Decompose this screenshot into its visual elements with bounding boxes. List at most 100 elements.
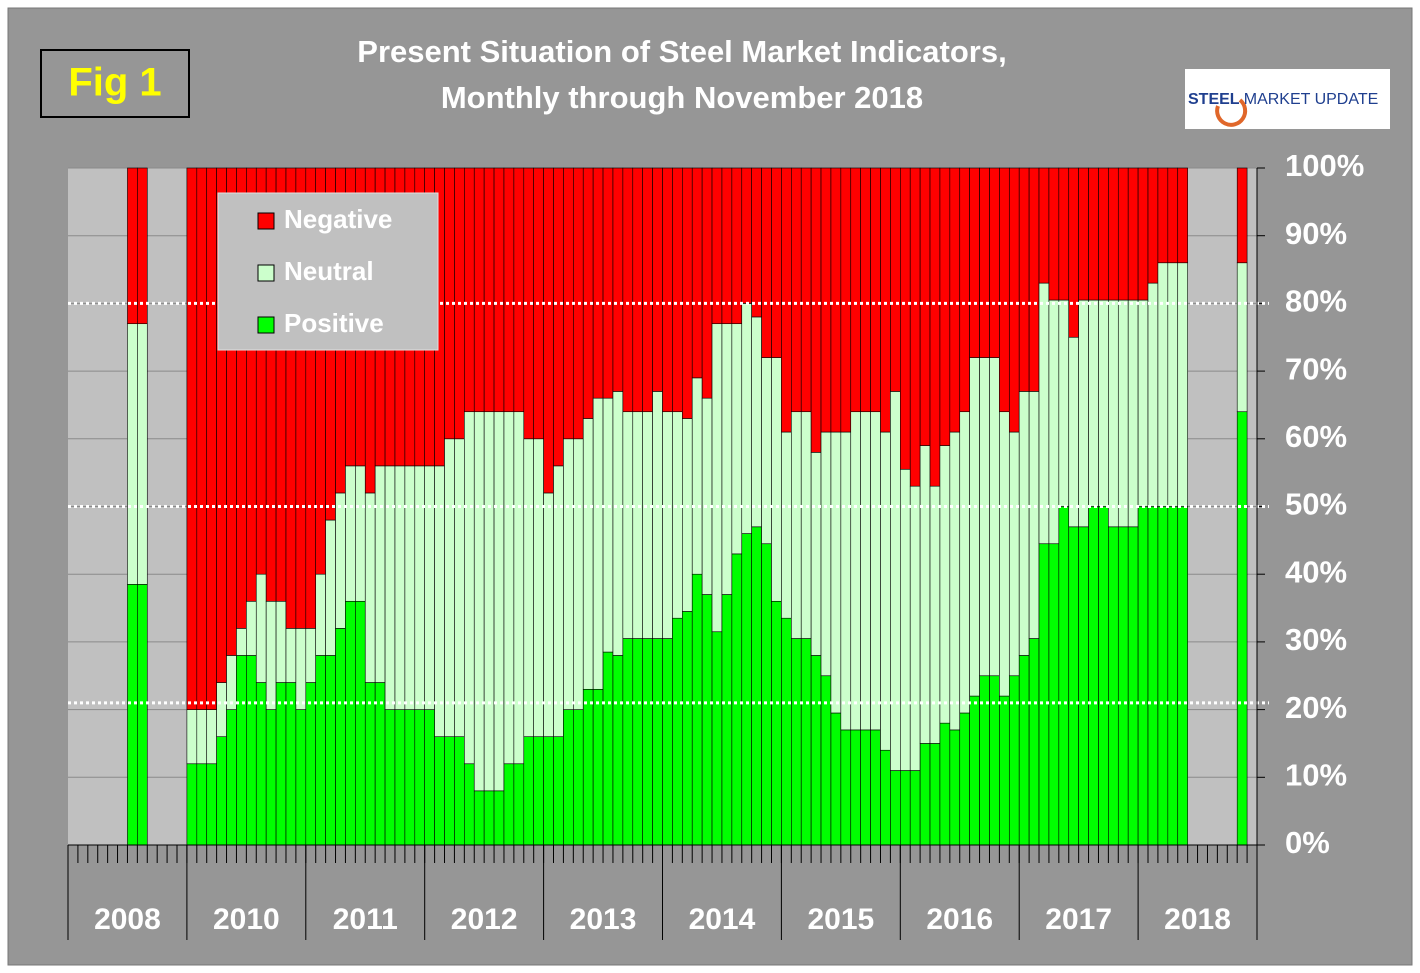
bar-segment [1038, 167, 1050, 284]
bar-segment [602, 397, 614, 653]
bar-segment [939, 445, 951, 724]
y-tick-label: 60% [1285, 419, 1347, 454]
bar-segment [473, 411, 485, 792]
legend-label: Positive [284, 308, 384, 338]
logo: STEEL MARKET UPDATE [1188, 91, 1378, 108]
bar-segment [791, 411, 802, 639]
bar-segment [1028, 391, 1040, 639]
bar-segment [315, 655, 326, 846]
bar-segment [1078, 167, 1089, 301]
bar-segment [404, 709, 416, 846]
bar-segment [919, 743, 931, 846]
bar-segment [226, 709, 237, 846]
bar-segment [890, 167, 901, 392]
x-group-label: 2016 [926, 903, 993, 936]
bar-segment [721, 167, 733, 325]
bar-segment [464, 411, 475, 765]
bar-segment [186, 709, 198, 765]
bar-segment [969, 357, 980, 697]
bar-segment [1167, 167, 1179, 264]
bar-segment [969, 167, 980, 358]
bar-segment [810, 452, 822, 656]
bar-segment [751, 526, 762, 846]
bar-segment [949, 729, 961, 846]
bar-segment [860, 729, 871, 846]
bar-segment [1068, 167, 1079, 338]
bar-segment [860, 411, 871, 731]
bar-segment [206, 167, 217, 710]
bar-segment [1137, 167, 1149, 301]
bar-segment [265, 709, 277, 846]
bar-segment [721, 323, 733, 595]
bar-segment [137, 167, 148, 325]
bar-segment [1167, 506, 1179, 846]
bar-segment [493, 411, 505, 792]
bar-segment [612, 167, 624, 392]
bar-segment [781, 617, 792, 846]
bar-segment [870, 411, 881, 731]
bar-segment [414, 465, 425, 710]
bar-segment [1098, 506, 1109, 846]
legend-swatch [257, 316, 275, 334]
bar-segment [473, 790, 485, 846]
bar-segment [394, 709, 406, 846]
bar-segment [533, 736, 544, 846]
bar-segment [642, 638, 653, 846]
bar-segment [454, 736, 465, 846]
y-tick-label: 80% [1285, 284, 1347, 319]
bar-segment [959, 712, 970, 846]
bar-segment [771, 357, 782, 602]
bar-segment [979, 357, 990, 677]
bar-segment [236, 655, 247, 846]
bar-segment [1177, 167, 1188, 264]
bar-segment [602, 167, 614, 399]
bar-segment [592, 688, 604, 846]
bar-segment [1068, 336, 1079, 528]
bar-segment [1177, 506, 1188, 846]
bar-segment [919, 167, 931, 446]
bar-segment [612, 655, 624, 846]
x-group-label: 2010 [213, 903, 280, 936]
y-tick-label: 10% [1285, 757, 1347, 792]
bar-segment [751, 167, 762, 318]
bar-segment [582, 167, 594, 419]
bar-segment [711, 323, 723, 633]
bar-segment [652, 391, 663, 639]
bar-segment [979, 675, 990, 846]
bar-segment [473, 167, 485, 413]
bar-segment [513, 167, 525, 413]
bar-segment [909, 485, 921, 771]
bar-segment [959, 411, 970, 714]
bar-segment [612, 391, 624, 656]
bar-segment [1117, 299, 1129, 528]
bar-segment [1177, 262, 1188, 507]
bar-segment [1127, 299, 1139, 528]
bar-segment [1236, 411, 1248, 846]
bar-segment [1098, 167, 1109, 301]
x-group-label: 2013 [570, 903, 637, 936]
bar-segment [800, 167, 812, 413]
bar-segment [424, 465, 435, 710]
bar-segment [691, 377, 703, 575]
legend-label: Negative [284, 204, 392, 234]
bar-segment [404, 465, 416, 710]
bar-segment [682, 418, 693, 612]
bar-segment [662, 411, 673, 639]
bar-segment [939, 167, 951, 446]
bar-segment [880, 167, 891, 433]
bar-segment [761, 543, 772, 846]
bar-segment [909, 770, 921, 846]
bar-segment [483, 411, 495, 792]
bar-segment [355, 600, 366, 846]
bar-segment [850, 411, 861, 731]
bar-segment [899, 468, 911, 771]
bar-segment [563, 438, 574, 710]
fig-label: Fig 1 [68, 61, 161, 105]
bar-segment [493, 790, 505, 846]
bar-segment [1058, 167, 1070, 301]
bar-segment [384, 465, 396, 710]
bar-segment [1137, 506, 1149, 846]
bar-segment [1078, 526, 1089, 846]
bar-segment [850, 167, 861, 413]
